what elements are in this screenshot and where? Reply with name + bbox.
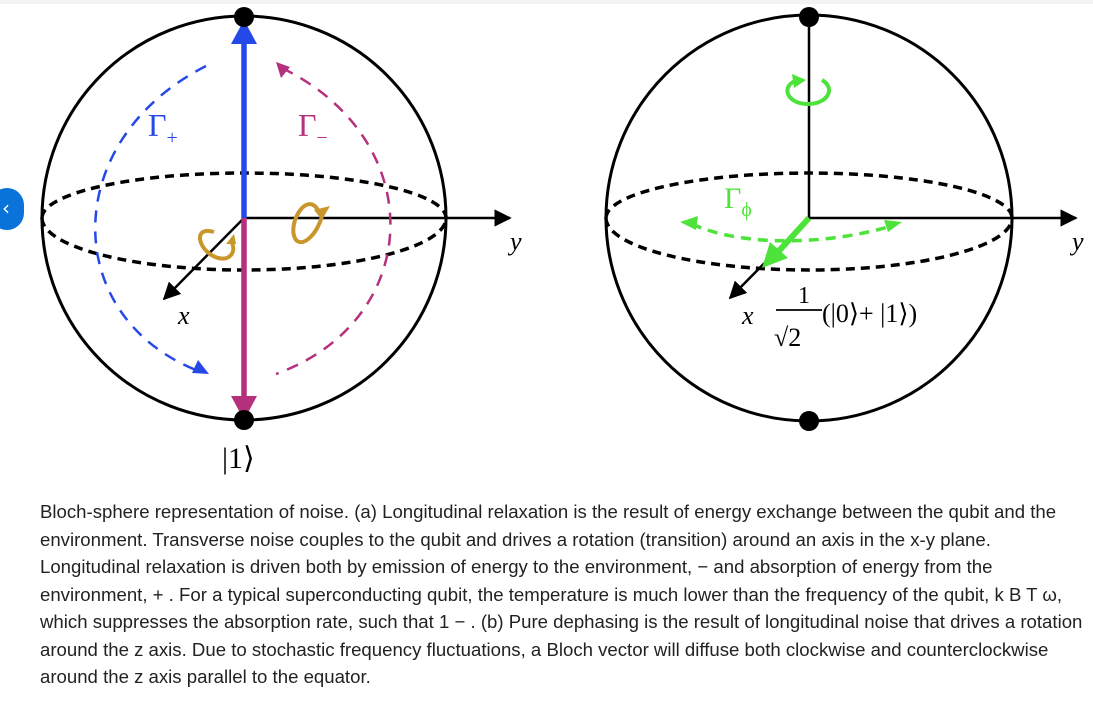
rotation-icon-right bbox=[291, 202, 324, 244]
fraction-denominator: √2 bbox=[774, 323, 801, 352]
figure-canvas: Γ+ Γ− x y |1⟩ bbox=[40, 7, 1084, 475]
y-axis-label-b: y bbox=[1069, 227, 1084, 256]
dephasing-path bbox=[691, 222, 893, 243]
rotation-arrowhead-right bbox=[314, 206, 330, 220]
north-pole-a bbox=[234, 7, 254, 27]
rotation-icon-left bbox=[198, 228, 236, 261]
x-axis-label-a: x bbox=[177, 301, 190, 330]
dephasing-arrowhead-left bbox=[680, 216, 698, 230]
south-pole-b bbox=[799, 411, 819, 431]
z-rotation-arrowhead bbox=[792, 74, 806, 88]
excitation-arrowhead bbox=[231, 20, 257, 44]
bloch-sphere-figure: Γ+ Γ− x y |1⟩ bbox=[40, 7, 1084, 475]
equator-b-front bbox=[604, 217, 1014, 272]
gamma-plus-label: Γ+ bbox=[148, 107, 178, 149]
z-rotation-icon bbox=[785, 78, 831, 107]
chevron-left-icon: ‹ bbox=[2, 196, 10, 220]
gamma-plus-path bbox=[94, 64, 207, 372]
previous-image-button[interactable]: ‹ bbox=[0, 188, 24, 230]
gamma-phi-label: Γϕ bbox=[724, 182, 752, 221]
dephasing-arrowhead-right bbox=[884, 220, 902, 232]
superposition-state: (|0⟩+ |1⟩) bbox=[822, 299, 917, 328]
y-axis-label-a: y bbox=[507, 227, 522, 256]
gamma-minus-label: Γ− bbox=[298, 107, 328, 149]
ket-one-label: |1⟩ bbox=[222, 442, 255, 475]
south-pole-a bbox=[234, 410, 254, 430]
panel-a: Γ+ Γ− x y |1⟩ bbox=[40, 7, 522, 475]
panel-b: Γϕ x y 1 √2 (|0⟩+ |1⟩) bbox=[604, 7, 1084, 431]
fraction-numerator: 1 bbox=[798, 283, 810, 309]
north-pole-b bbox=[799, 7, 819, 27]
bloch-vector-arrowhead bbox=[762, 242, 788, 268]
gamma-plus-arrowhead bbox=[192, 360, 209, 374]
relaxation-arrowhead bbox=[231, 396, 257, 420]
bloch-vector bbox=[775, 215, 812, 255]
x-axis-label-b: x bbox=[741, 301, 754, 330]
x-axis-a bbox=[162, 217, 245, 301]
gamma-minus-path bbox=[275, 66, 392, 376]
top-divider bbox=[0, 0, 1093, 4]
figure-caption: Bloch-sphere representation of noise. (a… bbox=[40, 501, 1083, 687]
gamma-minus-arrowhead bbox=[276, 62, 290, 78]
rotation-arrowhead-left bbox=[226, 234, 236, 244]
